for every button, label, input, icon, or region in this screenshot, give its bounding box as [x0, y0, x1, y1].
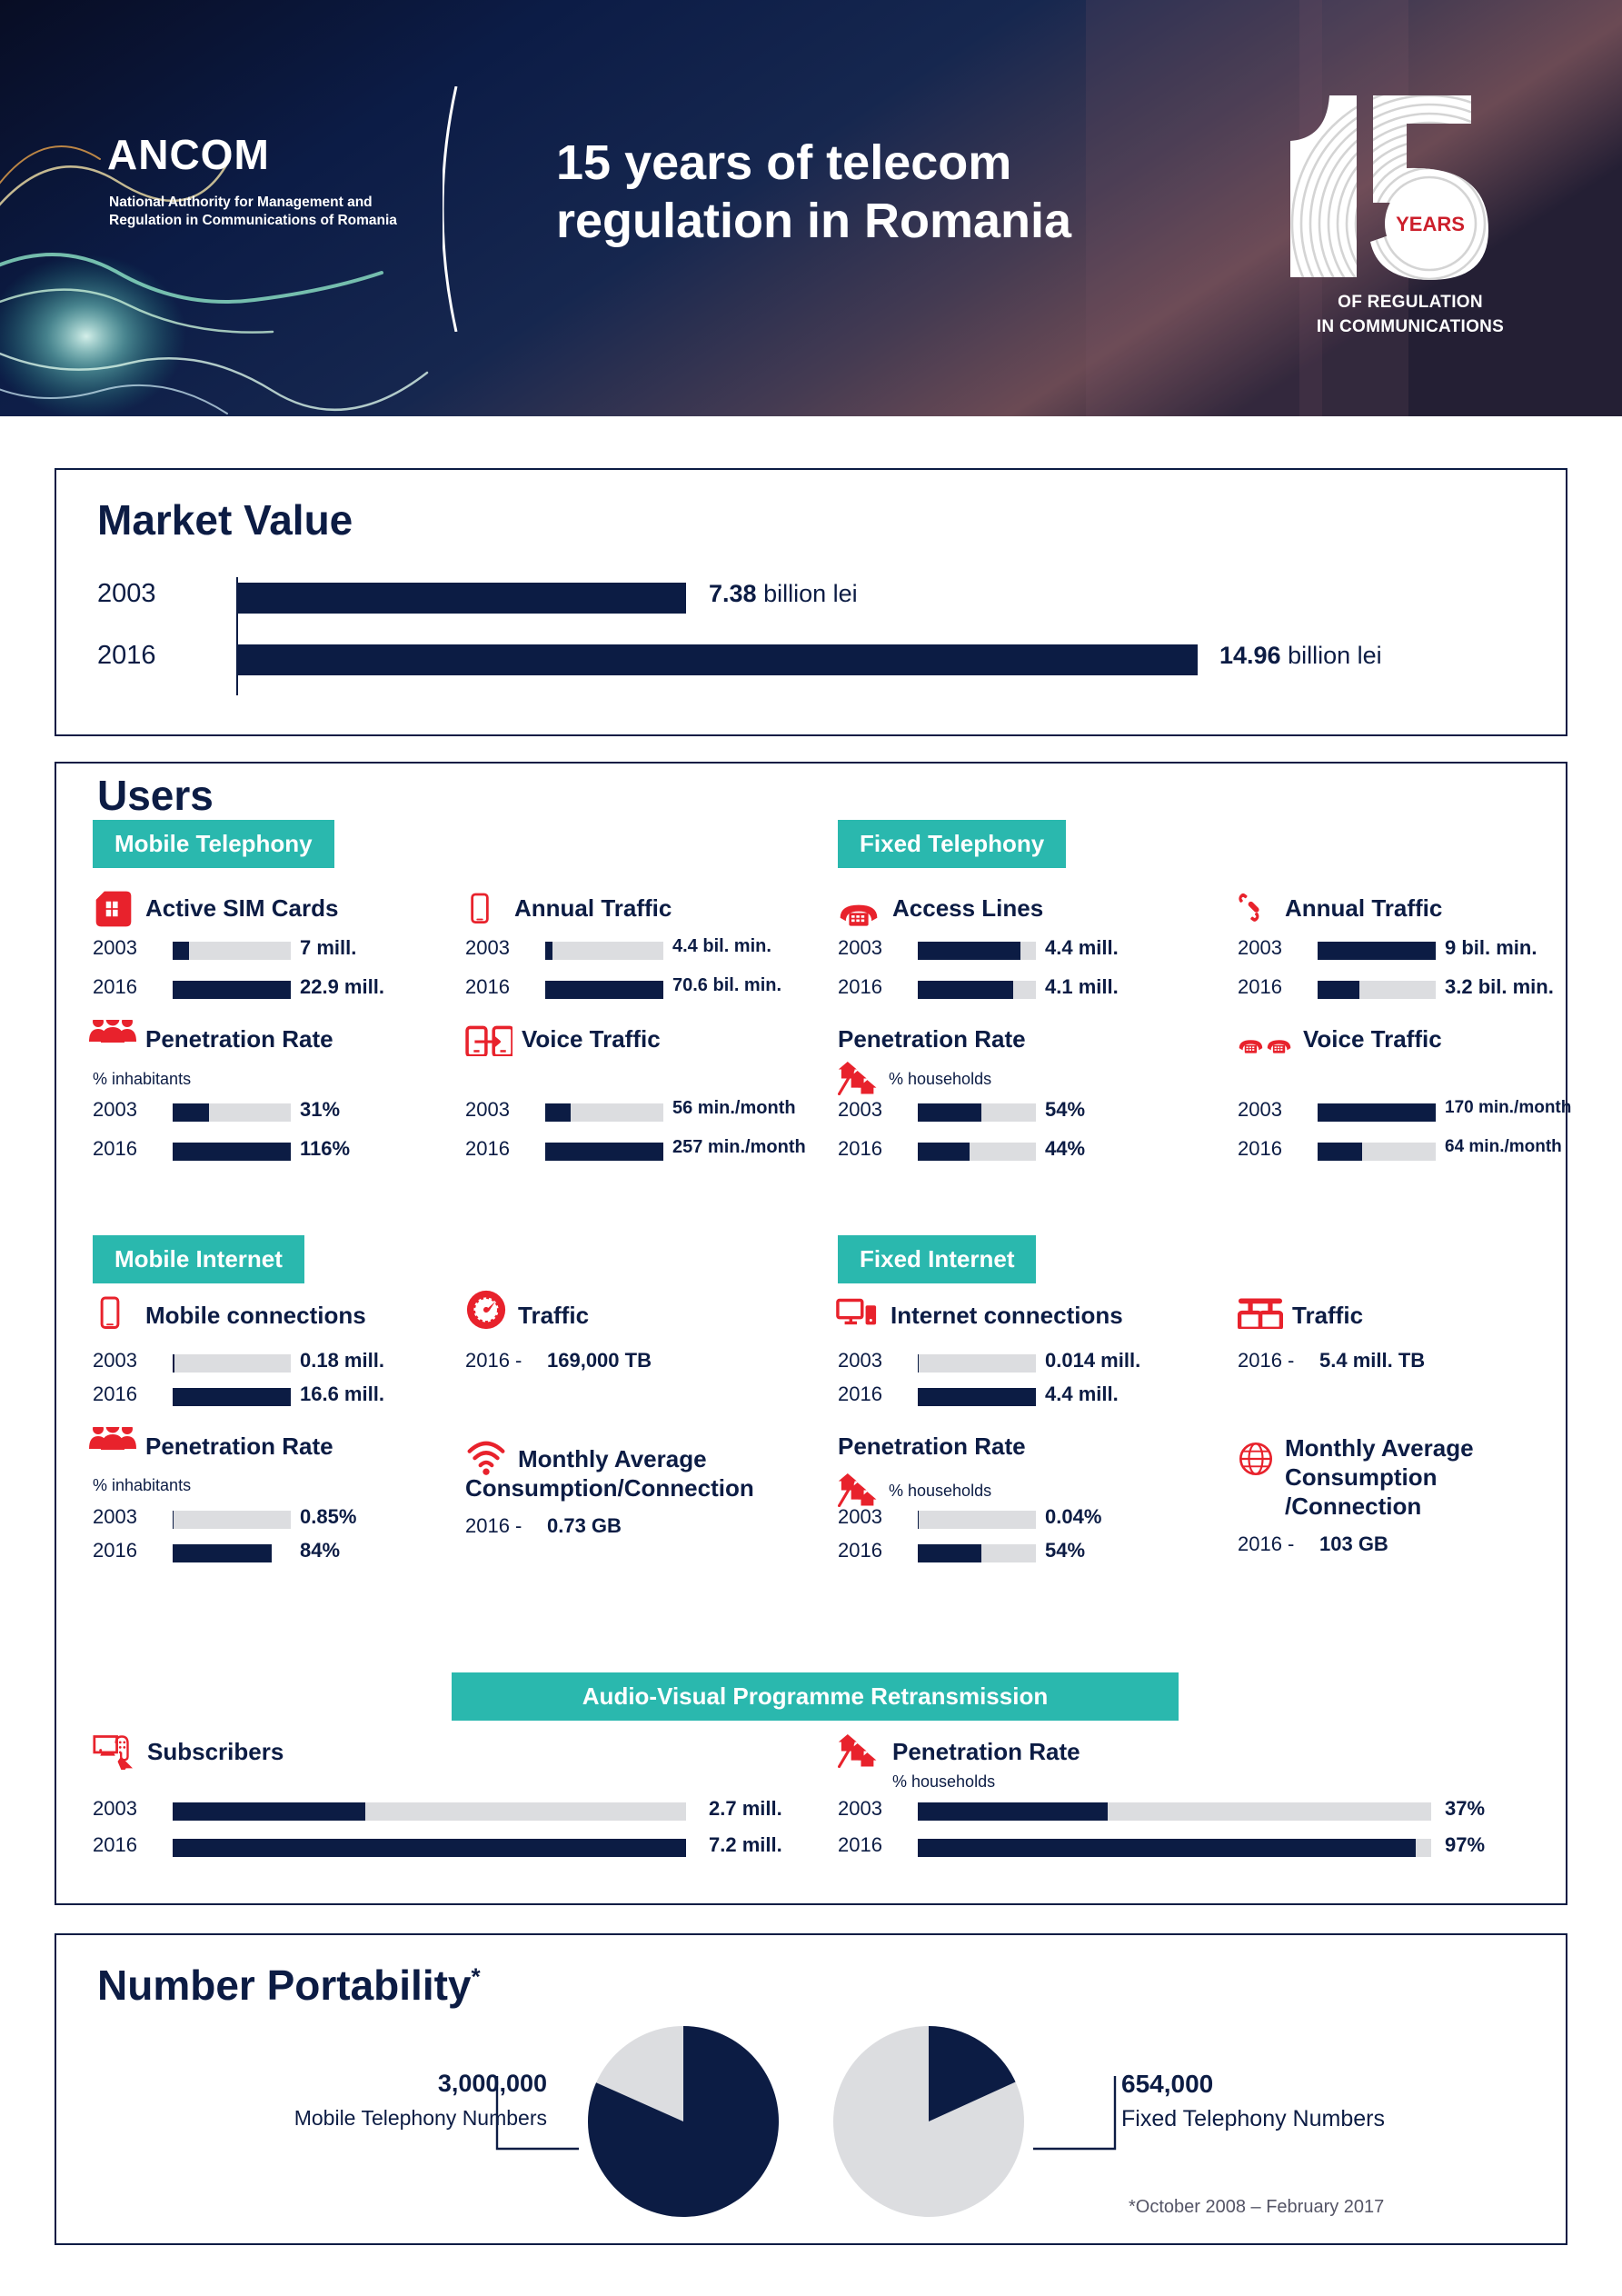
svg-text:YEARS: YEARS: [1396, 213, 1465, 235]
svg-text:ANCOM: ANCOM: [107, 139, 270, 175]
